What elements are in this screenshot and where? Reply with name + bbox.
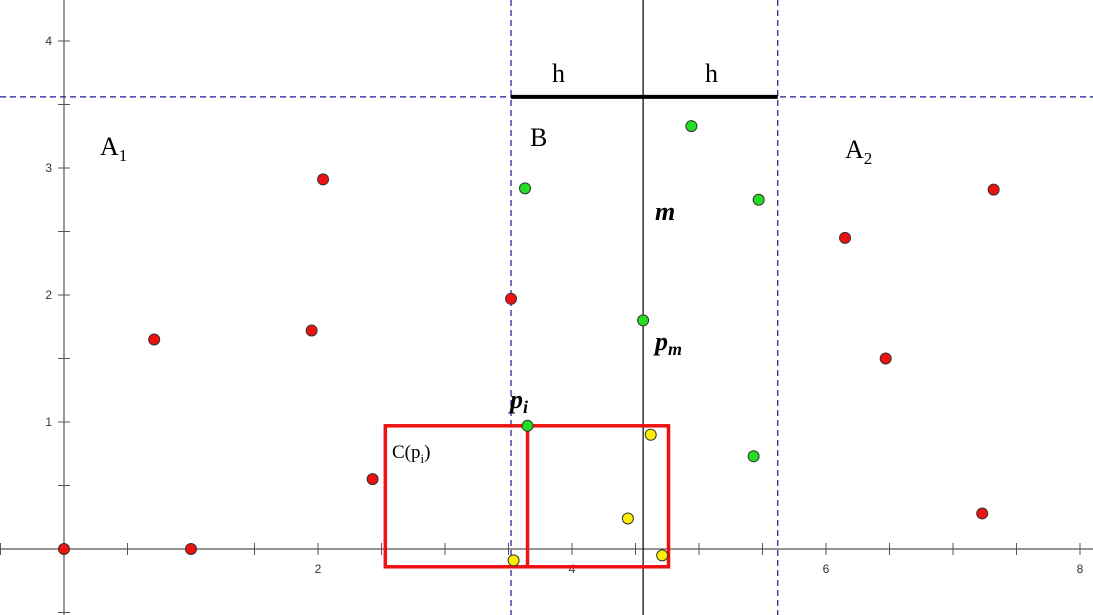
green-point: [637, 314, 650, 327]
red-point: [148, 333, 161, 346]
x-tick-label: 6: [823, 562, 830, 576]
green-point: [521, 419, 534, 432]
y-tick-label: 4: [45, 34, 52, 48]
text-labels: h h A1 B A2 m pm pi C(pi): [100, 59, 872, 466]
y-tick-label: 3: [45, 161, 52, 175]
yellow-point: [644, 428, 657, 441]
yellow-point: [507, 554, 520, 567]
green-point: [685, 120, 698, 133]
red-point: [879, 352, 892, 365]
region-b-label: B: [530, 123, 547, 152]
cell-label: C(pi): [392, 442, 430, 466]
red-point: [317, 173, 330, 186]
green-point: [519, 182, 532, 195]
red-point: [839, 231, 852, 244]
x-tick-label: 4: [569, 562, 576, 576]
region-a1-label: A1: [100, 132, 127, 165]
red-point: [987, 183, 1000, 196]
x-tick-label: 8: [1077, 562, 1084, 576]
median-line-label: m: [655, 197, 675, 226]
green-point: [747, 450, 760, 463]
red-point: [185, 543, 197, 555]
pi-label: pi: [508, 385, 528, 417]
y-tick-label: 2: [45, 288, 52, 302]
h-label-left: h: [552, 59, 565, 88]
yellow-point: [656, 549, 669, 562]
h-label-right: h: [705, 59, 718, 88]
yellow-point: [621, 512, 634, 525]
region-a2-label: A2: [845, 135, 872, 168]
red-point: [505, 292, 518, 305]
green-point: [752, 193, 765, 206]
red-point: [305, 324, 318, 337]
points: [58, 120, 1000, 567]
pm-label: pm: [653, 327, 682, 359]
red-point: [366, 473, 379, 486]
y-tick-label: 1: [45, 415, 52, 429]
red-point: [976, 507, 989, 520]
x-tick-label: 2: [315, 562, 322, 576]
red-point: [58, 543, 70, 555]
